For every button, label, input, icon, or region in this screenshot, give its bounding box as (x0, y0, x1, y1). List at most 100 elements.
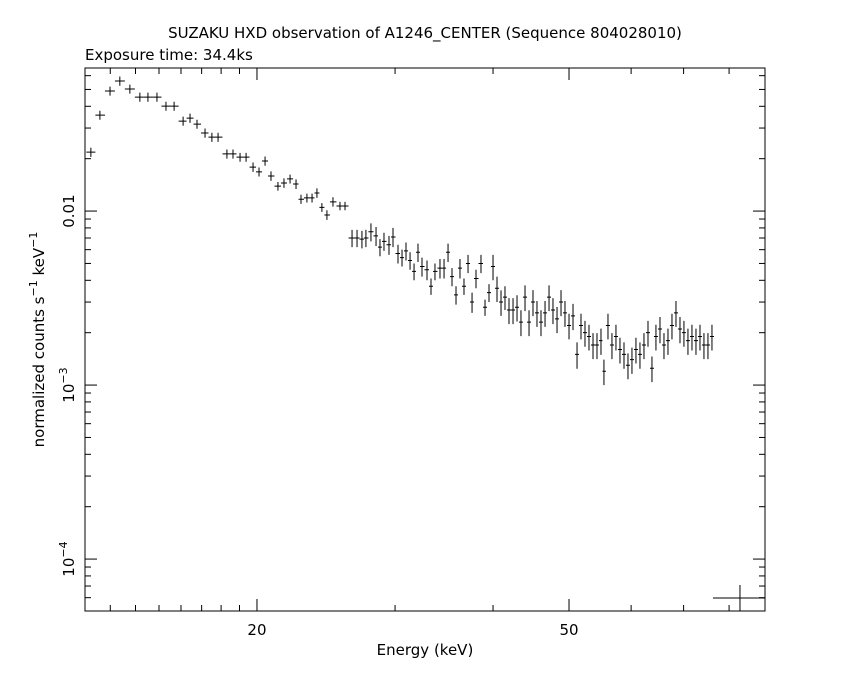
data-point (442, 259, 447, 279)
data-point (214, 132, 223, 142)
data-point (527, 310, 532, 337)
data-point (373, 226, 379, 246)
data-point (152, 92, 162, 102)
data-point (487, 284, 492, 303)
data-point (551, 298, 556, 325)
data-point (555, 306, 560, 334)
data-point (249, 162, 257, 172)
data-point (437, 259, 443, 279)
data-point (236, 152, 244, 162)
data-point (454, 286, 458, 305)
data-point (685, 328, 690, 355)
data-point (368, 223, 374, 242)
data-point (503, 286, 507, 311)
data-point (201, 128, 209, 138)
data-point (268, 171, 275, 181)
data-point (400, 249, 405, 267)
data-point (579, 313, 583, 340)
data-point (424, 260, 430, 281)
data-point (547, 285, 552, 312)
y-tick-label: 10−4 (57, 541, 78, 576)
data-point (363, 229, 369, 248)
data-point (669, 313, 674, 340)
data-point (657, 317, 662, 344)
data-point (274, 181, 281, 191)
data-point (412, 263, 417, 281)
data-point (178, 116, 187, 126)
data-point (143, 92, 153, 102)
data-point (395, 244, 401, 264)
data-point (348, 229, 355, 248)
data-point (673, 301, 678, 327)
y-axis-label-exponent: −1 (27, 232, 40, 248)
data-point (319, 203, 325, 212)
data-point (559, 290, 564, 317)
data-point (499, 290, 504, 316)
data-point (613, 324, 618, 351)
data-point (457, 259, 462, 279)
y-axis-label-part: normalized counts s (30, 296, 48, 447)
data-point (309, 193, 315, 203)
y-tick-label-base: 10 (60, 558, 78, 577)
data-point (161, 101, 171, 111)
data-point (262, 156, 269, 166)
plot-frame (84, 67, 766, 612)
data-point (474, 269, 479, 289)
data-point (575, 342, 580, 369)
data-point (625, 353, 630, 380)
data-point (531, 290, 535, 317)
y-tick-label: 0.01 (60, 194, 78, 227)
data-point (566, 313, 572, 340)
data-point (633, 337, 638, 364)
chart-title: SUZAKU HXD observation of A1246_CENTER (… (168, 24, 682, 43)
data-point (280, 178, 288, 188)
data-point (208, 132, 215, 142)
chart-subtitle: Exposure time: 34.4ks (85, 46, 253, 64)
data-point (303, 193, 310, 203)
data-point (229, 149, 237, 159)
data-point (419, 257, 425, 277)
data-point (86, 147, 96, 157)
data-point (483, 299, 488, 316)
data-point (293, 179, 299, 189)
data-point (621, 342, 626, 369)
data-point (390, 227, 396, 248)
data-point (193, 119, 202, 129)
data-point (693, 328, 698, 355)
data-point (595, 333, 599, 360)
data-point (689, 324, 694, 351)
data-point (586, 324, 592, 351)
data-point (538, 310, 544, 337)
data-point (336, 201, 343, 211)
data-point (429, 278, 433, 295)
data-point (329, 197, 337, 207)
data-point (432, 263, 438, 281)
data-point (661, 333, 666, 360)
data-point (466, 254, 471, 274)
y-tick-label-exponent: −4 (57, 541, 70, 557)
data-point (701, 333, 706, 360)
x-tick-label: 50 (559, 621, 578, 639)
y-axis-label-exponent: −1 (27, 280, 40, 296)
data-point (534, 301, 539, 327)
data-point (571, 303, 576, 331)
data-point (629, 347, 634, 374)
y-tick-label-exponent: −3 (57, 367, 70, 383)
data-point (186, 113, 194, 123)
data-point (609, 333, 614, 360)
data-point (617, 337, 622, 364)
data-point (518, 310, 523, 337)
data-point (222, 149, 230, 159)
data-point (134, 92, 144, 102)
data-point (491, 254, 496, 281)
data-point (416, 243, 420, 262)
data-point (645, 320, 650, 347)
data-point (461, 278, 467, 295)
data-point (543, 301, 548, 327)
data-point (602, 359, 606, 386)
data-point (515, 295, 519, 322)
data-point (478, 254, 483, 274)
data-point (649, 356, 654, 383)
data-point (124, 84, 135, 94)
